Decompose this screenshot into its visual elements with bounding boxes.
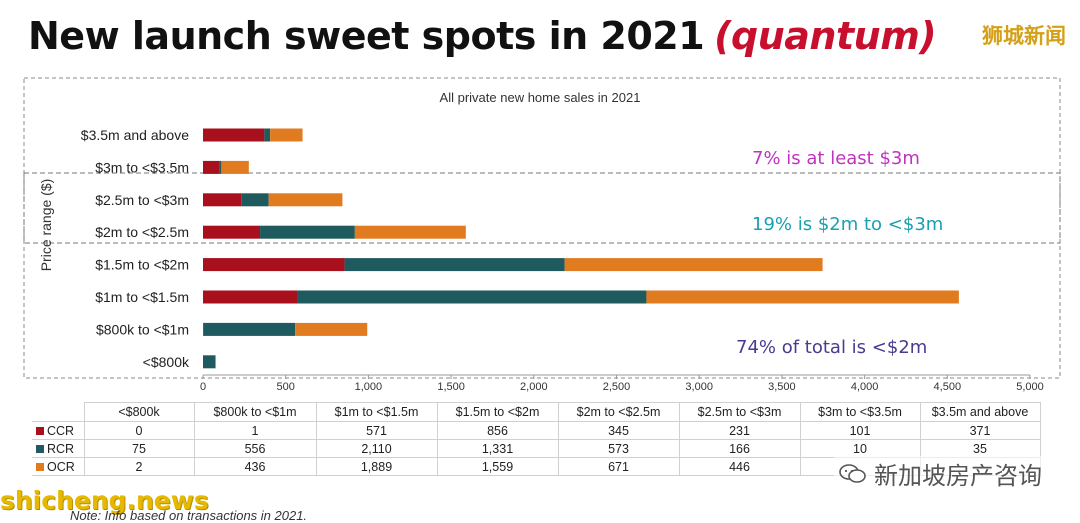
chart: All private new home sales in 2021 Price… [0,70,1080,400]
bar-segment-ocr [221,161,248,174]
bar-segment-ccr [203,291,297,304]
table-cell: 231 [679,422,800,440]
legend-ccr: CCR [32,422,84,440]
table-cell: 0 [84,422,194,440]
bar-segment-ccr [203,193,241,206]
table-cell: 35 [920,440,1040,458]
x-tick-label: 1,500 [437,381,465,393]
legend-swatch-ccr [36,427,44,435]
bar-segment-rcr [264,129,270,142]
table-cell: 556 [194,440,316,458]
chart-title: All private new home sales in 2021 [440,90,641,105]
bar-segment-ocr [295,323,367,336]
y-axis-label: Price range ($) [38,179,54,272]
legend-label-ocr: OCR [47,460,75,474]
watermark-right: 新加坡房产咨询 [834,456,1046,491]
table-cell: 1,559 [437,458,558,476]
category-label: $3.5m and above [81,127,189,143]
category-label: $1m to <$1.5m [95,289,189,305]
table-cell: 2,110 [316,440,437,458]
legend-label-ccr: CCR [47,424,74,438]
table-cell: 345 [558,422,679,440]
table-col-header: <$800k [84,403,194,422]
bar-segment-ocr [355,226,466,239]
bar-segment-rcr [260,226,355,239]
table-cell: 571 [316,422,437,440]
x-tick-label: 0 [200,381,206,393]
watermark-top: 狮城新闻 [982,20,1066,50]
category-label: $1.5m to <$2m [95,257,189,273]
page-title: New launch sweet spots in 2021(quantum) [28,14,936,58]
title-accent: (quantum) [714,14,936,58]
table-col-header: $3m to <$3.5m [800,403,920,422]
x-tick-label: 1,000 [355,381,383,393]
table-col-header: $2.5m to <$3m [679,403,800,422]
legend-ocr: OCR [32,458,84,476]
bar-segment-ccr [203,161,220,174]
category-label: $800k to <$1m [96,321,189,337]
table-col-header: $3.5m and above [920,403,1040,422]
bar-segment-ocr [646,291,958,304]
table-col-header: $2m to <$2.5m [558,403,679,422]
legend-rcr: RCR [32,440,84,458]
table-row: CCR 0 1 571 856 345 231 101 371 [32,422,1040,440]
annotation-top: 7% is at least $3m [752,148,920,169]
table-col-header: $1.5m to <$2m [437,403,558,422]
bar-segment-rcr [203,323,295,336]
bar-segment-ccr [203,129,264,142]
table-header-row: <$800k $800k to <$1m $1m to <$1.5m $1.5m… [32,403,1040,422]
category-label: $2.5m to <$3m [95,192,189,208]
watermark-right-text: 新加坡房产咨询 [874,456,1042,491]
category-label: $2m to <$2.5m [95,224,189,240]
wechat-icon [838,463,868,485]
table-cell: 573 [558,440,679,458]
table-cell: 671 [558,458,679,476]
table-col-header: $800k to <$1m [194,403,316,422]
table-corner [32,403,84,422]
annotation-middle: 19% is $2m to <$3m [752,214,943,235]
table-cell: 436 [194,458,316,476]
category-label: <$800k [143,354,190,370]
footnote: Note: Info based on transactions in 2021… [70,508,307,523]
x-tick-label: 4,500 [934,381,962,393]
table-cell: 75 [84,440,194,458]
table-row: RCR 75 556 2,110 1,331 573 166 10 35 [32,440,1040,458]
x-tick-label: 500 [277,381,295,393]
x-tick-label: 3,000 [685,381,713,393]
legend-swatch-ocr [36,463,44,471]
category-labels: <$800k $800k to <$1m $1m to <$1.5m $1.5m to… [81,127,190,370]
bar-segment-rcr [203,355,215,368]
title-main: New launch sweet spots in 2021 [28,14,704,58]
legend-label-rcr: RCR [47,442,74,456]
category-label: $3m to <$3.5m [95,159,189,175]
x-tick-label: 5,000 [1016,381,1044,393]
table-cell: 10 [800,440,920,458]
table-cell: 856 [437,422,558,440]
x-tick-label: 2,000 [520,381,548,393]
table-cell: 2 [84,458,194,476]
table-cell: 1,889 [316,458,437,476]
bar-segment-ocr [269,193,343,206]
table-cell: 446 [679,458,800,476]
bar-segment-ocr [565,258,823,271]
bar-segment-rcr [220,161,222,174]
table-col-header: $1m to <$1.5m [316,403,437,422]
bar-segment-ccr [203,258,345,271]
x-tick-label: 3,500 [768,381,796,393]
bar-segment-ocr [270,129,302,142]
table-cell: 1 [194,422,316,440]
x-tick-label: 4,000 [851,381,879,393]
bar-segment-rcr [241,193,268,206]
bar-segment-rcr [345,258,565,271]
x-tick-label: 2,500 [603,381,631,393]
table-cell: 1,331 [437,440,558,458]
annotation-bottom: 74% of total is <$2m [736,337,927,358]
table-cell: 166 [679,440,800,458]
legend-swatch-rcr [36,445,44,453]
table-cell: 101 [800,422,920,440]
bar-segment-rcr [297,291,646,304]
bar-segment-ccr [203,226,260,239]
table-cell: 371 [920,422,1040,440]
